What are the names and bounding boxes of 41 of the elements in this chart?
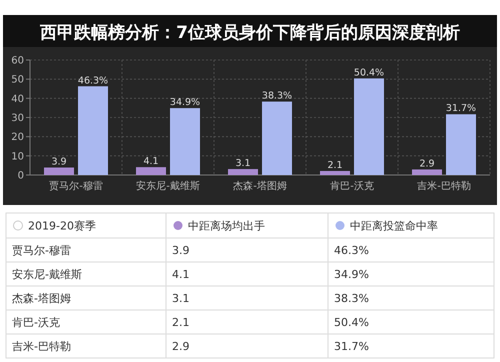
text: 3.1 bbox=[172, 292, 190, 305]
text: 46.3% bbox=[334, 244, 369, 257]
text: 4.1 bbox=[172, 268, 190, 281]
data-label: 50.4% bbox=[354, 67, 384, 78]
category-label: 吉米-巴特勒 bbox=[12, 340, 71, 353]
data-label: 4.1 bbox=[143, 156, 159, 168]
data-label: 31.7% bbox=[446, 103, 476, 114]
x-tick-label: 吉米-巴特勒 bbox=[417, 180, 471, 192]
text: 38.3% bbox=[334, 292, 369, 305]
y-tick-label: 40 bbox=[11, 94, 24, 105]
data-label: 46.3% bbox=[78, 75, 108, 86]
text: 2.9 bbox=[172, 340, 190, 353]
y-tick-label: 30 bbox=[11, 113, 24, 124]
data-label: 3.9 bbox=[51, 156, 67, 168]
x-tick-label: 贾马尔-穆雷 bbox=[49, 180, 103, 192]
data-label: 3.1 bbox=[235, 158, 251, 170]
data-label: 38.3% bbox=[262, 90, 292, 102]
y-tick-label: 0 bbox=[18, 170, 24, 182]
legend-label: 中距离投篮命中率 bbox=[350, 220, 438, 232]
chart-title: 西甲跌幅榜分析：7位球员身价下降背后的原因深度剖析 bbox=[39, 23, 460, 43]
data-label: 2.9 bbox=[419, 158, 435, 170]
y-tick-label: 20 bbox=[11, 132, 24, 144]
x-tick-label: 杰森-塔图姆 bbox=[233, 180, 287, 192]
category-label: 肯巴-沃克 bbox=[12, 316, 60, 329]
category-label: 杰森-塔图姆 bbox=[12, 292, 71, 305]
legend-label: 中距离场均出手 bbox=[188, 220, 265, 232]
x-tick-label: 肯巴-沃克 bbox=[330, 180, 374, 192]
text: 31.7% bbox=[334, 340, 369, 353]
data-label: 34.9% bbox=[170, 97, 200, 108]
y-tick-label: 60 bbox=[11, 56, 24, 66]
y-tick-label: 50 bbox=[11, 74, 24, 86]
category-label: 安东尼-戴维斯 bbox=[12, 268, 82, 281]
text: 2.1 bbox=[172, 316, 190, 329]
x-tick-label: 安东尼-戴维斯 bbox=[136, 180, 200, 192]
category-label: 贾马尔-穆雷 bbox=[12, 244, 71, 257]
data-label: 2.1 bbox=[327, 160, 343, 171]
text: 34.9% bbox=[334, 268, 369, 281]
y-tick-label: 10 bbox=[11, 151, 24, 162]
text: 3.9 bbox=[172, 244, 190, 257]
text: 50.4% bbox=[334, 316, 369, 329]
legend-title: 2019-20赛季 bbox=[28, 220, 96, 232]
